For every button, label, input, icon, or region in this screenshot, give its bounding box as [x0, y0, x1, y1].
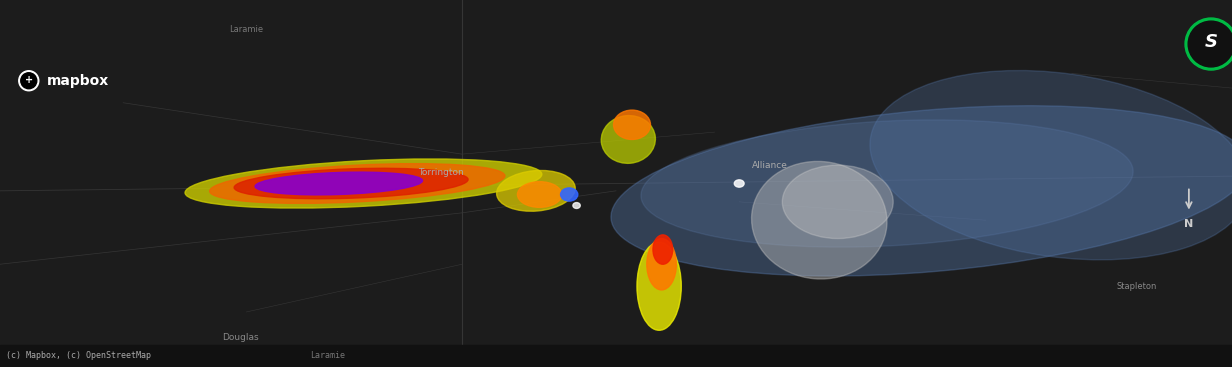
Text: Alliance: Alliance — [752, 161, 788, 170]
Text: Stapleton: Stapleton — [1117, 282, 1157, 291]
Ellipse shape — [573, 203, 580, 208]
Text: (c) Mapbox, (c) OpenStreetMap: (c) Mapbox, (c) OpenStreetMap — [6, 352, 152, 360]
Ellipse shape — [641, 120, 1133, 247]
Ellipse shape — [209, 164, 505, 203]
Ellipse shape — [496, 170, 575, 211]
Circle shape — [21, 73, 37, 89]
Circle shape — [1185, 18, 1232, 70]
Ellipse shape — [185, 159, 542, 208]
Ellipse shape — [782, 165, 893, 239]
Text: Torrington: Torrington — [418, 168, 464, 177]
Ellipse shape — [255, 172, 423, 195]
Ellipse shape — [611, 106, 1232, 276]
Ellipse shape — [734, 180, 744, 187]
Text: Laramie: Laramie — [229, 25, 264, 34]
Ellipse shape — [234, 168, 468, 199]
FancyBboxPatch shape — [0, 345, 1232, 367]
Text: Douglas: Douglas — [222, 333, 259, 342]
Ellipse shape — [752, 161, 887, 279]
Text: mapbox: mapbox — [47, 74, 110, 88]
Ellipse shape — [653, 235, 673, 264]
Ellipse shape — [870, 70, 1232, 260]
Circle shape — [1188, 21, 1232, 67]
Text: Laramie: Laramie — [310, 352, 345, 360]
Ellipse shape — [614, 110, 650, 139]
Ellipse shape — [561, 188, 578, 201]
Ellipse shape — [647, 239, 676, 290]
Text: +: + — [25, 75, 33, 85]
Ellipse shape — [517, 182, 562, 207]
Ellipse shape — [601, 116, 655, 163]
Ellipse shape — [637, 242, 681, 330]
Text: N: N — [1184, 218, 1194, 229]
Circle shape — [18, 71, 38, 91]
Text: S: S — [1205, 33, 1217, 51]
